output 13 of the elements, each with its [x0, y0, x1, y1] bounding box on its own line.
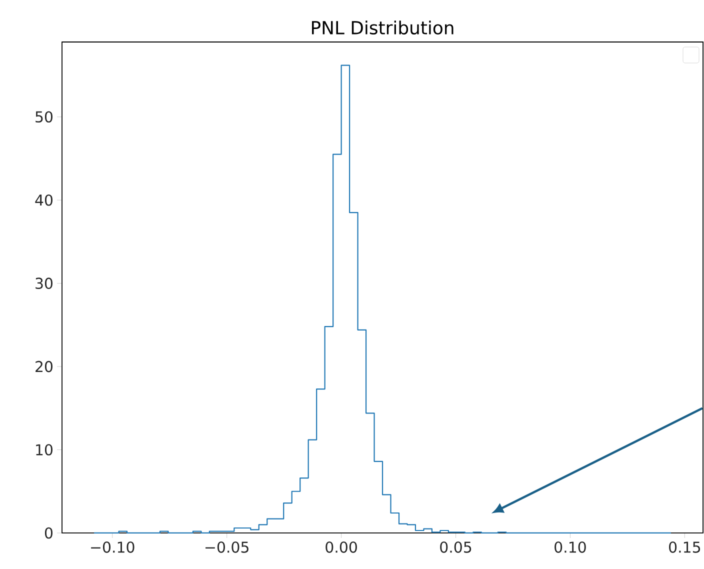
x-tick-label: 0.10 [554, 542, 586, 553]
y-tick-label: 20 [36, 360, 52, 372]
x-tick-label: 0.05 [440, 542, 472, 553]
y-tick-label: 40 [35, 194, 52, 206]
x-tick-label: −0.10 [91, 542, 134, 553]
x-tick-label: −0.05 [206, 542, 248, 553]
x-tick-label: 0.15 [669, 542, 700, 553]
y-tick-label: 0 [44, 527, 52, 539]
y-tick-label: 10 [36, 444, 52, 456]
y-tick-label: 30 [36, 278, 52, 289]
chart-title: PNL Distribution [312, 20, 454, 34]
x-tick-label: 0.00 [326, 542, 357, 553]
y-tick-label: 50 [36, 111, 52, 123]
